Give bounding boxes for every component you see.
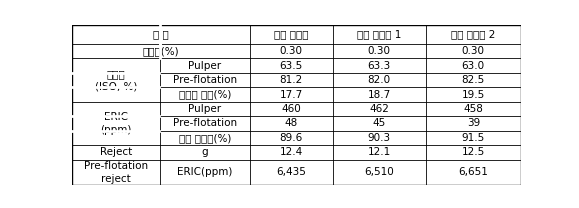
Text: 19.5: 19.5	[461, 89, 485, 99]
Text: 6,435: 6,435	[276, 167, 306, 177]
Text: ERIC(ppm): ERIC(ppm)	[177, 167, 232, 177]
Text: 17.7: 17.7	[280, 89, 303, 99]
Text: 잌크 제거율(%): 잌크 제거율(%)	[178, 133, 231, 143]
Text: Pre-flotation: Pre-flotation	[173, 119, 237, 129]
Text: 12.4: 12.4	[280, 147, 303, 157]
Text: 항 목: 항 목	[153, 29, 169, 39]
Text: Pulper: Pulper	[188, 104, 221, 114]
Text: 39: 39	[467, 119, 480, 129]
Text: 투입량(%): 투입량(%)	[142, 46, 179, 56]
Text: 63.5: 63.5	[280, 61, 303, 71]
Text: 90.3: 90.3	[368, 133, 391, 143]
Text: 백색도
(ISO, %): 백색도 (ISO, %)	[95, 69, 137, 91]
Text: 6,651: 6,651	[459, 167, 488, 177]
Text: 백색도 상승(%): 백색도 상승(%)	[178, 89, 231, 99]
Text: 63.0: 63.0	[461, 61, 485, 71]
Text: 기존 탈묵제: 기존 탈묵제	[274, 29, 309, 39]
Text: ERIC
(ppm): ERIC (ppm)	[100, 112, 132, 135]
Text: Pre-flotation
reject: Pre-flotation reject	[84, 161, 148, 184]
Text: 63.3: 63.3	[368, 61, 391, 71]
Text: 12.1: 12.1	[368, 147, 391, 157]
Text: 신규 탈묵제 2: 신규 탈묵제 2	[451, 29, 496, 39]
Text: 91.5: 91.5	[461, 133, 485, 143]
Text: 458: 458	[463, 104, 483, 114]
Text: Pulper: Pulper	[188, 61, 221, 71]
Text: Pre-flotation: Pre-flotation	[173, 75, 237, 85]
Text: 신규 탈묵제 1: 신규 탈묵제 1	[357, 29, 401, 39]
Text: 0.30: 0.30	[280, 46, 303, 56]
Text: Reject: Reject	[100, 147, 132, 157]
Text: 0.30: 0.30	[462, 46, 485, 56]
Text: 45: 45	[372, 119, 386, 129]
Text: 82.0: 82.0	[368, 75, 391, 85]
Text: 18.7: 18.7	[368, 89, 391, 99]
Text: 462: 462	[369, 104, 389, 114]
Text: 89.6: 89.6	[280, 133, 303, 143]
Text: g: g	[201, 147, 208, 157]
Text: 12.5: 12.5	[461, 147, 485, 157]
Text: 460: 460	[281, 104, 301, 114]
Text: 6,510: 6,510	[364, 167, 394, 177]
Text: 81.2: 81.2	[280, 75, 303, 85]
Text: 82.5: 82.5	[461, 75, 485, 85]
Text: 0.30: 0.30	[368, 46, 391, 56]
Text: 48: 48	[284, 119, 298, 129]
